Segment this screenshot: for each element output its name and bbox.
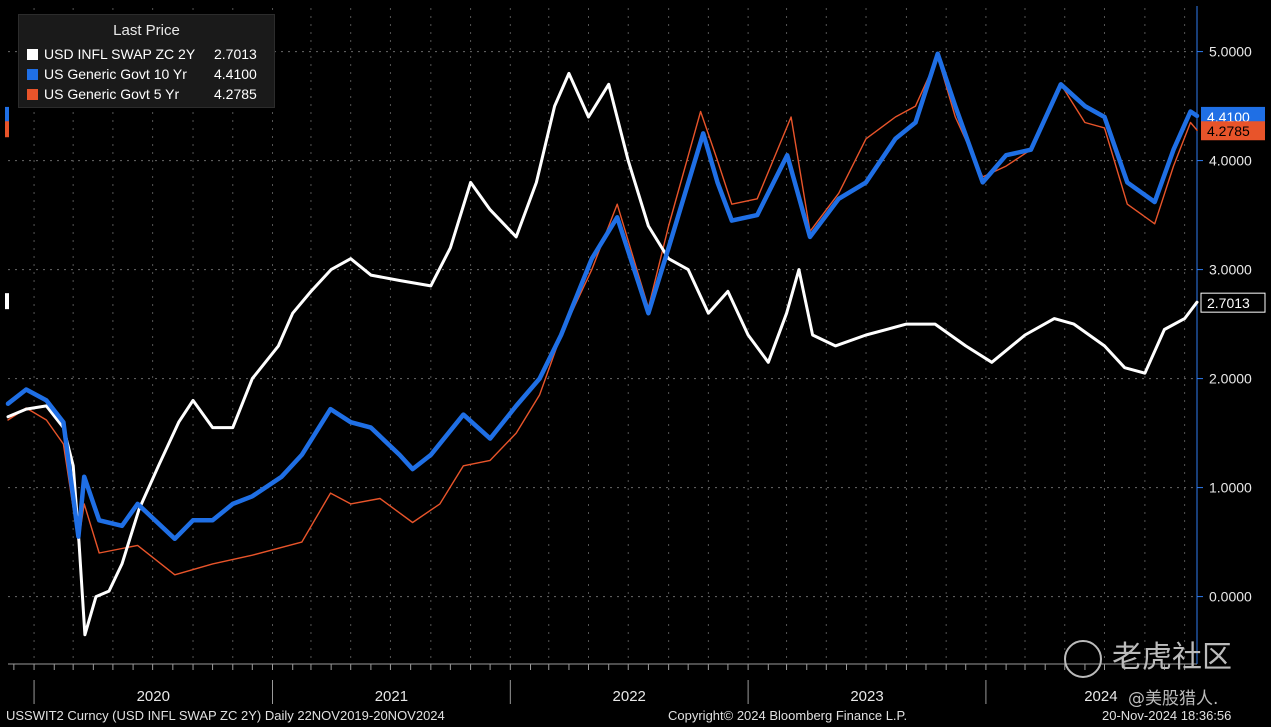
footer-ticker: USSWIT2 Curncy (USD INFL SWAP ZC 2Y) Dai…: [6, 708, 445, 723]
y-tick-label: 5.0000: [1209, 44, 1252, 60]
legend-item-name: USD INFL SWAP ZC 2Y: [44, 46, 196, 62]
last-price-tag: [1200, 292, 1266, 313]
legend-item-inflation-swap[interactable]: USD INFL SWAP ZC 2Y 2.7013: [27, 45, 257, 63]
y-tick-label: 0.0000: [1209, 589, 1252, 605]
legend-item-govt-5yr[interactable]: US Generic Govt 5 Yr 4.2785: [27, 85, 257, 103]
legend: Last Price USD INFL SWAP ZC 2Y 2.7013 US…: [18, 14, 275, 108]
left-edge-marker: [5, 106, 9, 123]
x-tick-label: 2024: [1084, 688, 1117, 705]
x-tick-label: 2022: [613, 688, 646, 705]
y-tick-label: 2.0000: [1209, 371, 1252, 387]
chart-axes: 0.0000 1.0000 2.0000 3.0000 4.0000 5.0000 2020…: [8, 6, 1252, 705]
series-line: [7, 56, 1198, 576]
chart-series: [5, 51, 1200, 637]
legend-swatch: [27, 88, 38, 100]
last-price-label: 4.2785: [1207, 123, 1250, 139]
watermark-author: @美股猎人.: [1128, 689, 1219, 709]
legend-swatch: [27, 48, 38, 60]
legend-item-value: 4.2785: [214, 86, 257, 102]
legend-item-value: 2.7013: [214, 46, 257, 62]
left-edge-marker: [5, 293, 9, 310]
chart-grid: [8, 8, 1197, 662]
watermark-text: 老虎社区: [1112, 640, 1232, 675]
legend-item-name: US Generic Govt 10 Yr: [44, 66, 187, 82]
x-tick-label: 2023: [850, 688, 883, 705]
y-tick-label: 4.0000: [1209, 153, 1252, 169]
tiger-icon: [1064, 639, 1102, 678]
y-tick-label: 1.0000: [1209, 480, 1252, 496]
footer-timestamp: 20-Nov-2024 18:36:56: [1102, 708, 1232, 723]
x-tick-label: 2021: [375, 688, 408, 705]
watermark-logo: 老虎社区: [1064, 632, 1232, 678]
left-edge-marker: [5, 121, 9, 138]
legend-item-name: US Generic Govt 5 Yr: [44, 86, 180, 102]
series-line: [5, 51, 1200, 542]
legend-item-value: 4.4100: [214, 66, 257, 82]
last-price-tag: [1201, 121, 1265, 141]
y-tick-label: 3.0000: [1209, 262, 1252, 278]
last-price-tag: [1201, 106, 1265, 126]
footer-copyright: Copyright© 2024 Bloomberg Finance L.P.: [668, 708, 908, 723]
last-price-label: 4.4100: [1207, 109, 1250, 125]
last-price-label: 2.7013: [1207, 295, 1250, 311]
x-tick-label: 2020: [137, 688, 170, 705]
legend-title: Last Price: [113, 22, 180, 39]
legend-swatch: [27, 68, 38, 80]
legend-item-govt-10yr[interactable]: US Generic Govt 10 Yr 4.4100: [27, 65, 257, 83]
series-line: [6, 71, 1199, 637]
